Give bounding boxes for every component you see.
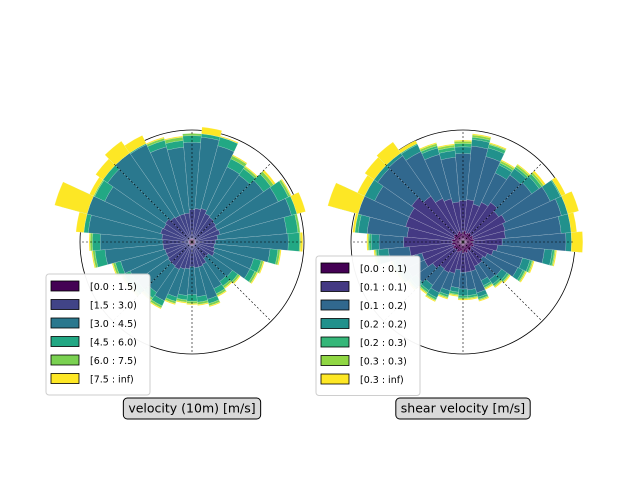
legend-swatch [320, 318, 350, 329]
windrose-bar [398, 140, 418, 154]
legend-label: [6.0 : 7.5) [90, 356, 137, 367]
legend-swatch [320, 355, 350, 366]
legend-label: [4.5 : 6.0) [90, 338, 137, 349]
chart-title-box [122, 397, 262, 420]
legend-label: [0.1 : 0.2) [360, 301, 407, 312]
windrose-panel-shear-velocity: [0.0 : 0.1) [0.1 : 0.1) [0.1 : 0.2) [0.2 : … [315, 129, 583, 420]
legend-label: [0.2 : 0.2) [360, 320, 407, 331]
windrose-bar [197, 302, 209, 306]
angular-gridline [383, 162, 464, 243]
windrose-bar [277, 249, 282, 266]
windrose-bar [145, 136, 165, 145]
legend-swatch [320, 299, 350, 311]
legend-label: [0.1 : 0.1) [360, 283, 407, 294]
legend-swatch [50, 373, 80, 384]
windrose-bar [424, 295, 436, 302]
legend-label: [0.0 : 0.1) [360, 264, 407, 275]
windrose-bar [186, 303, 198, 305]
legend-label: [0.0 : 1.5) [90, 282, 137, 293]
angular-gridline [462, 241, 543, 322]
windrose-bar [494, 280, 503, 288]
legend-swatch [320, 373, 350, 385]
legend-swatch [50, 336, 80, 347]
legend-swatch [320, 336, 350, 348]
windrose-bar [233, 275, 241, 285]
windrose-bar [220, 135, 239, 144]
windrose-bar [519, 271, 528, 283]
angular-gridline [191, 162, 272, 243]
legend-label: [1.5 : 3.0) [90, 301, 137, 312]
legend-label: [3.0 : 4.5) [90, 319, 137, 330]
windrose-bar [232, 154, 248, 165]
legend-swatch [50, 280, 80, 292]
legend-swatch [50, 299, 80, 310]
polar-frame [79, 129, 305, 355]
windrose-bar [503, 274, 511, 284]
windrose-bar [258, 261, 265, 274]
legend-label: [0.3 : 0.3) [360, 357, 407, 368]
windrose-bar [164, 135, 183, 141]
chart-title-text: shear velocity [m/s] [401, 401, 525, 416]
legend: [0.0 : 0.1) [0.1 : 0.1) [0.1 : 0.2) [0.2 : … [315, 255, 421, 396]
legend-label: [0.2 : 0.3) [360, 338, 407, 349]
windrose-bar [437, 143, 455, 148]
windrose-bar [472, 133, 492, 139]
windrose-bar [209, 301, 221, 308]
chart-title: velocity (10m) [m/s] [122, 397, 262, 420]
windrose-bar [552, 250, 557, 267]
angular-gridline [191, 241, 272, 322]
chart-title: shear velocity [m/s] [395, 397, 531, 420]
chart-title-box [395, 397, 531, 420]
windrose-bar [250, 272, 259, 284]
legend-label: [7.5 : inf) [90, 375, 134, 386]
windrose-panel-velocity: [0.0 : 1.5) [1.5 : 3.0) [3.0 : 4.5) [4.5 : … [45, 126, 306, 420]
windrose-bar [489, 142, 507, 150]
legend-label: [0.3 : inf) [360, 375, 404, 386]
angular-gridline [462, 162, 543, 243]
windrose-bar [571, 231, 583, 253]
chart-title-text: velocity (10m) [m/s] [128, 401, 255, 416]
windrose-bar [528, 260, 535, 274]
legend-swatch [50, 317, 80, 329]
legend-swatch [320, 262, 350, 274]
legend-swatch [320, 281, 350, 292]
legend-swatch [50, 354, 80, 366]
windrose-bar [419, 142, 437, 150]
angular-gridline [112, 162, 193, 243]
legend: [0.0 : 1.5) [1.5 : 3.0) [3.0 : 4.5) [4.5 : … [45, 273, 151, 396]
windrose-bar [478, 296, 490, 302]
